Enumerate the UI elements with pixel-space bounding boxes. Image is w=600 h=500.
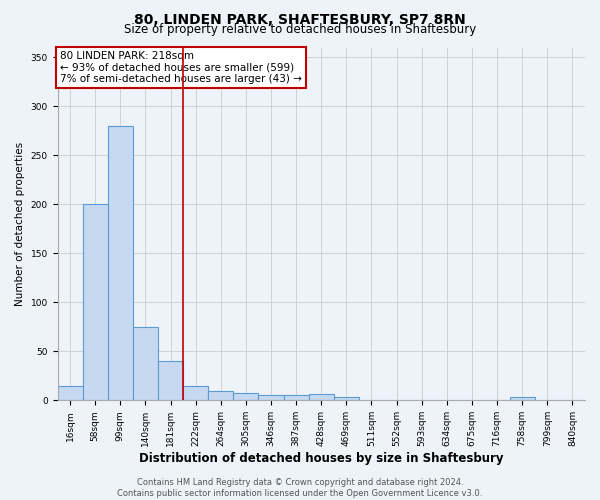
Bar [309,394,334,400]
Bar [284,396,309,400]
Bar [183,386,208,400]
Bar [334,398,359,400]
Text: Contains HM Land Registry data © Crown copyright and database right 2024.
Contai: Contains HM Land Registry data © Crown c… [118,478,482,498]
Bar [233,394,259,400]
Bar [259,396,284,400]
Text: 80, LINDEN PARK, SHAFTESBURY, SP7 8RN: 80, LINDEN PARK, SHAFTESBURY, SP7 8RN [134,12,466,26]
Bar [208,390,233,400]
Y-axis label: Number of detached properties: Number of detached properties [15,142,25,306]
Bar [83,204,108,400]
Text: Size of property relative to detached houses in Shaftesbury: Size of property relative to detached ho… [124,22,476,36]
Bar [108,126,133,400]
Bar [133,327,158,400]
Bar [58,386,83,400]
Bar [158,361,183,401]
Text: 80 LINDEN PARK: 218sqm
← 93% of detached houses are smaller (599)
7% of semi-det: 80 LINDEN PARK: 218sqm ← 93% of detached… [60,51,302,84]
X-axis label: Distribution of detached houses by size in Shaftesbury: Distribution of detached houses by size … [139,452,503,465]
Bar [509,398,535,400]
